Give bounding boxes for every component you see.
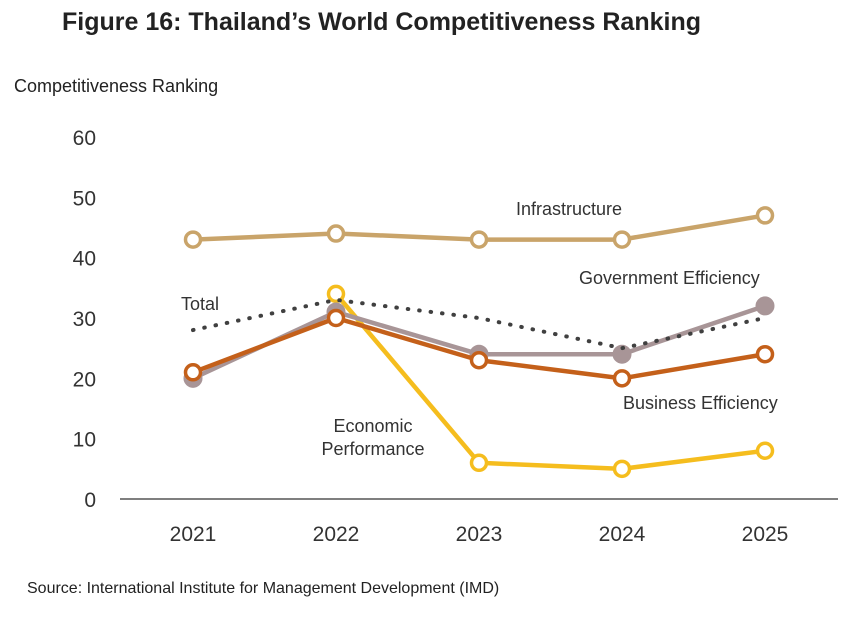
data-point-economic-performance — [612, 459, 632, 479]
y-tick-label: 10 — [73, 429, 96, 452]
data-point-business-efficiency — [469, 350, 489, 370]
data-point-business-efficiency — [612, 369, 632, 388]
data-point-economic-performance — [755, 441, 775, 460]
series-label-economic-performance: Performance — [321, 439, 424, 459]
data-point-infrastructure — [469, 230, 489, 249]
source-note: Source: International Institute for Mana… — [27, 580, 500, 597]
series-label-government-efficiency: Government Efficiency — [579, 268, 760, 288]
y-tick-label: 40 — [73, 248, 96, 271]
y-tick-label: 60 — [73, 127, 96, 150]
y-tick-label: 0 — [84, 489, 96, 512]
y-axis-label: Competitiveness Ranking — [14, 76, 219, 96]
chart-title: Figure 16: Thailand’s World Competitiven… — [62, 8, 702, 36]
series-label-economic-performance: Economic — [333, 416, 412, 436]
x-tick-label: 2024 — [599, 523, 646, 546]
y-tick-label: 20 — [73, 368, 96, 391]
x-tick-label: 2021 — [170, 523, 217, 546]
data-point-infrastructure — [183, 230, 203, 249]
x-tick-label: 2023 — [456, 523, 503, 546]
series-line-economic-performance — [334, 292, 766, 472]
data-point-business-efficiency — [183, 363, 203, 382]
x-tick-label: 2025 — [742, 523, 789, 546]
data-point-infrastructure — [612, 230, 632, 249]
x-tick-label: 2022 — [313, 523, 360, 546]
data-point-economic-performance — [469, 453, 489, 473]
series-label-total: Total — [181, 294, 219, 314]
data-point-business-efficiency — [755, 344, 775, 364]
series-label-infrastructure: Infrastructure — [516, 199, 622, 219]
series-label-business-efficiency: Business Efficiency — [623, 393, 778, 413]
data-point-government-efficiency — [612, 344, 632, 364]
data-point-government-efficiency — [755, 296, 775, 316]
data-point-business-efficiency — [326, 308, 346, 328]
data-point-economic-performance — [326, 284, 346, 304]
data-point-infrastructure — [755, 206, 775, 225]
y-tick-label: 30 — [73, 308, 96, 331]
data-point-infrastructure — [326, 224, 346, 243]
y-tick-label: 50 — [73, 187, 96, 210]
series-line-total — [191, 297, 767, 351]
